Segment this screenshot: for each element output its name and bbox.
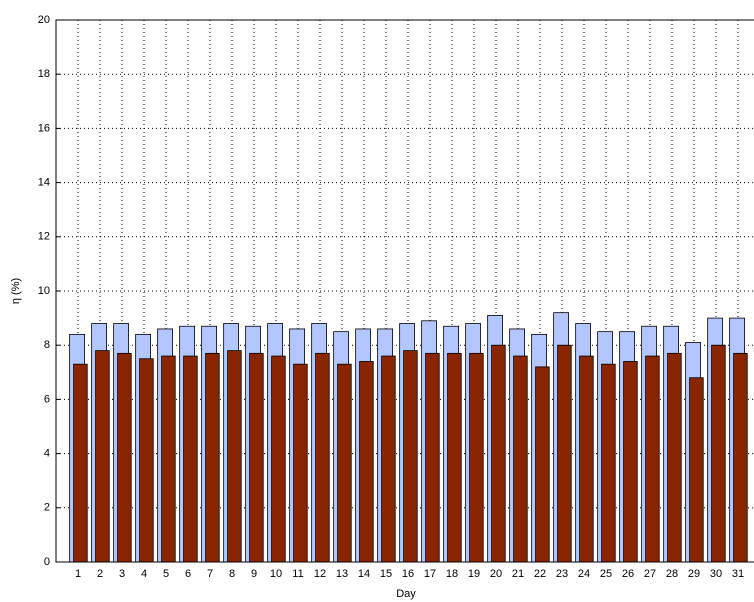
bar: [469, 352, 484, 563]
y-axis-label: η (%): [10, 278, 22, 304]
bar: [139, 358, 154, 563]
bar: [271, 355, 286, 563]
bar: [381, 355, 396, 563]
bar: [425, 352, 440, 563]
plot-frame: [55, 19, 754, 563]
x-tick-label: 13: [336, 568, 348, 580]
y-tick-label: 18: [38, 68, 50, 80]
x-tick-label: 7: [207, 568, 213, 580]
y-tick-label: 20: [38, 14, 50, 26]
bar: [359, 361, 374, 563]
x-tick-label: 17: [424, 568, 436, 580]
x-tick-label: 29: [688, 568, 700, 580]
x-tick-label: 6: [185, 568, 191, 580]
x-tick-label: 28: [666, 568, 678, 580]
x-tick-label: 10: [270, 568, 282, 580]
bar: [205, 352, 220, 563]
x-tick-label: 20: [490, 568, 502, 580]
x-tick-label: 22: [534, 568, 546, 580]
x-tick-label: 23: [556, 568, 568, 580]
y-tick-label: 8: [44, 339, 50, 351]
bar: [491, 344, 506, 563]
x-tick-label: 5: [163, 568, 169, 580]
x-tick-label: 27: [644, 568, 656, 580]
y-tick-label: 16: [38, 122, 50, 134]
bar: [711, 344, 726, 563]
bar: [557, 344, 572, 563]
bar: [161, 355, 176, 563]
bar: [117, 352, 132, 563]
bar: [249, 352, 264, 563]
x-tick-label: 21: [512, 568, 524, 580]
x-tick-label: 19: [468, 568, 480, 580]
x-tick-label: 4: [141, 568, 147, 580]
y-tick-label: 4: [44, 448, 50, 460]
bar: [689, 377, 704, 563]
bar: [513, 355, 528, 563]
y-tick-label: 0: [44, 556, 50, 568]
bar: [403, 350, 418, 563]
bar: [601, 363, 616, 563]
bar: [667, 352, 682, 563]
bar: [535, 366, 550, 563]
x-tick-label: 14: [358, 568, 370, 580]
bar: [645, 355, 660, 563]
x-tick-label: 24: [578, 568, 590, 580]
y-tick-label: 6: [44, 393, 50, 405]
x-tick-label: 30: [710, 568, 722, 580]
bar: [623, 361, 638, 563]
y-tick-label: 2: [44, 502, 50, 514]
bar: [183, 355, 198, 563]
x-tick-label: 1: [75, 568, 81, 580]
x-tick-label: 31: [732, 568, 744, 580]
x-tick-label: 25: [600, 568, 612, 580]
bar: [315, 352, 330, 563]
bar: [293, 363, 308, 563]
bar: [73, 363, 88, 563]
bar: [95, 350, 110, 563]
y-tick-label: 14: [38, 177, 50, 189]
x-tick-label: 3: [119, 568, 125, 580]
bar: [579, 355, 594, 563]
x-tick-label: 11: [292, 568, 303, 580]
y-tick-label: 10: [38, 285, 50, 297]
y-tick-label: 12: [38, 231, 50, 243]
x-tick-label: 9: [251, 568, 257, 580]
bar: [733, 352, 748, 563]
x-tick-label: 8: [229, 568, 235, 580]
bar: [337, 363, 352, 563]
x-tick-label: 18: [446, 568, 458, 580]
x-axis-label: Day: [396, 588, 416, 600]
bar: [227, 350, 242, 563]
bar: [447, 352, 462, 563]
x-tick-label: 16: [402, 568, 414, 580]
x-tick-label: 12: [314, 568, 326, 580]
x-tick-label: 2: [97, 568, 103, 580]
x-tick-label: 15: [380, 568, 392, 580]
x-tick-label: 26: [622, 568, 634, 580]
